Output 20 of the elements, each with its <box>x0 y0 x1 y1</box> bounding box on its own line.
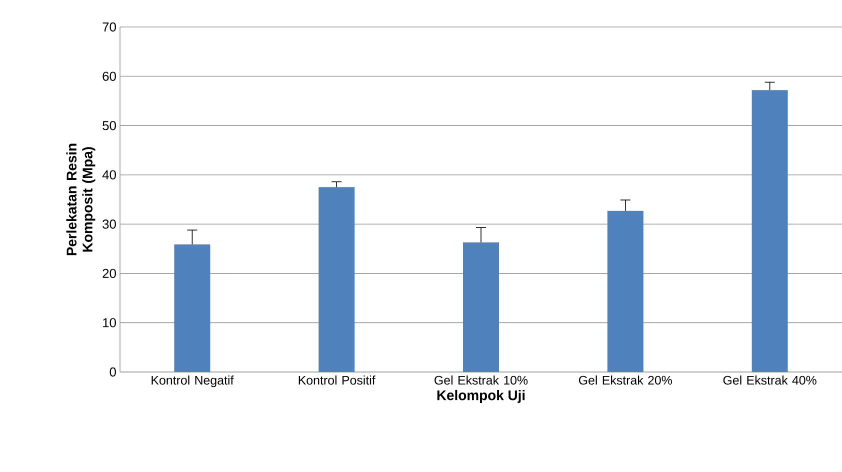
bar <box>174 244 210 372</box>
x-tick-label: Gel Ekstrak 40% <box>723 376 816 385</box>
x-tick-label: Gel Ekstrak 10% <box>434 376 528 385</box>
y-tick-label: 70 <box>102 22 116 32</box>
y-tick-label: 20 <box>102 268 116 278</box>
y-tick-label: 10 <box>103 318 116 328</box>
y-tick-label: 30 <box>102 220 116 229</box>
y-tick-label: 50 <box>102 120 116 130</box>
y-tick-label: 60 <box>102 72 116 81</box>
y-axis-title: Perlekatan Resin Komposit (Mpa) <box>66 144 96 256</box>
y-tick-label: 0 <box>110 367 116 377</box>
bar <box>752 90 788 372</box>
bar <box>318 187 355 372</box>
bar <box>607 210 644 372</box>
x-tick-label: Gel Ekstrak 20% <box>578 376 672 385</box>
y-tick-label: 40 <box>102 170 116 180</box>
bar <box>463 242 500 372</box>
x-tick-label: Kontrol Positif <box>298 376 376 385</box>
x-tick-label: Kontrol Negatif <box>152 376 234 388</box>
x-axis-title: Kelompok Uji <box>437 390 525 403</box>
